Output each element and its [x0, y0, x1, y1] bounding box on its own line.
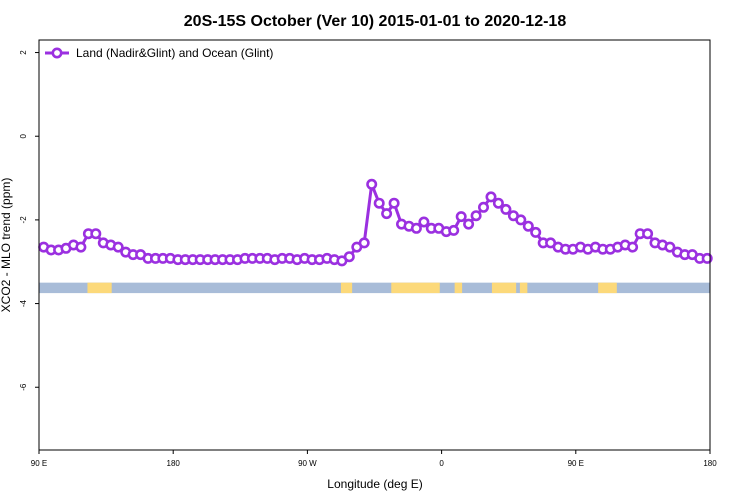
- data-point: [343, 251, 355, 263]
- y-tick-label: 0: [19, 133, 28, 138]
- data-point: [112, 241, 124, 253]
- x-tick-label: 90 E: [568, 459, 584, 468]
- ocean-strip: [39, 282, 710, 294]
- data-point: [358, 237, 370, 249]
- data-point: [642, 228, 654, 240]
- land-strip-segment: [454, 282, 463, 294]
- data-point: [500, 203, 512, 215]
- data-point: [477, 201, 489, 213]
- legend-label: Land (Nadir&Glint) and Ocean (Glint): [76, 46, 273, 60]
- x-axis-label: Longitude (deg E): [327, 477, 422, 491]
- y-tick-label: -6: [19, 383, 28, 391]
- chart-title: 20S-15S October (Ver 10) 2015-01-01 to 2…: [184, 13, 567, 30]
- land-strip-segment: [519, 282, 528, 294]
- x-tick-label: 90 E: [31, 459, 47, 468]
- data-point: [381, 208, 393, 220]
- data-point: [366, 178, 378, 190]
- data-point: [470, 210, 482, 222]
- land-strip-segment: [87, 282, 112, 294]
- data-point: [701, 252, 713, 264]
- x-axis: 90 E 180 90 W 0 90 E 180: [31, 450, 717, 468]
- data-point: [373, 197, 385, 209]
- data-point: [492, 197, 504, 209]
- surface-strip: [39, 282, 710, 294]
- x-tick-label: 180: [703, 459, 717, 468]
- x-tick-label: 0: [439, 459, 444, 468]
- data-point: [410, 222, 422, 234]
- data-point: [530, 226, 542, 238]
- x-tick-label: 90 W: [298, 459, 317, 468]
- land-strip-segment: [340, 282, 353, 294]
- land-strip-segment: [491, 282, 517, 294]
- legend: Land (Nadir&Glint) and Ocean (Glint): [45, 46, 273, 60]
- legend-swatch-marker: [51, 47, 63, 59]
- land-strip-segment: [391, 282, 440, 294]
- data-point: [664, 241, 676, 253]
- y-tick-label: -2: [19, 216, 28, 224]
- data-point: [448, 224, 460, 236]
- x-tick-label: 180: [167, 459, 181, 468]
- data-point: [75, 241, 87, 253]
- data-point: [388, 197, 400, 209]
- data-point: [515, 214, 527, 226]
- y-axis: 2 0 -2 -4 -6: [19, 50, 39, 391]
- data-point: [455, 211, 467, 223]
- series-points-layer: [38, 178, 713, 267]
- data-point: [485, 191, 497, 203]
- land-strip-segment: [598, 282, 617, 294]
- data-point: [522, 220, 534, 232]
- y-tick-label: -4: [19, 299, 28, 307]
- data-point: [627, 241, 639, 253]
- y-tick-label: 2: [19, 50, 28, 55]
- data-point: [90, 228, 102, 240]
- y-axis-label: XCO2 - MLO trend (ppm): [0, 178, 13, 313]
- plot-frame: [38, 39, 711, 451]
- data-point: [418, 216, 430, 228]
- data-point: [463, 218, 475, 230]
